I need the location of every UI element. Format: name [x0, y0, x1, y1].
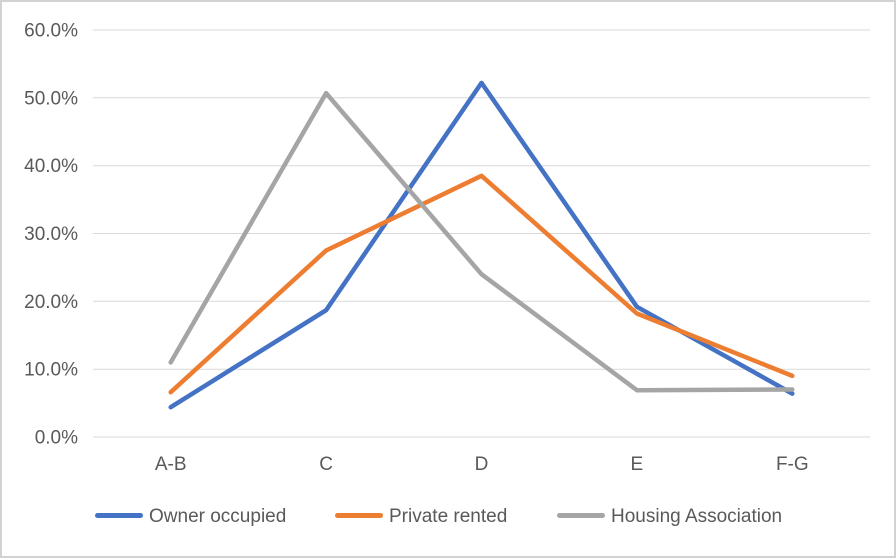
x-axis-label: A-B [155, 454, 187, 475]
legend-label: Private rented [389, 506, 507, 527]
series-lines [168, 80, 795, 410]
y-axis-labels: 0.0% 10.0% 20.0% 30.0% 40.0% 50.0% 60.0% [24, 21, 78, 449]
x-axis-label: D [475, 454, 489, 475]
y-axis-label: 60.0% [24, 21, 78, 42]
x-axis-label: E [631, 454, 644, 475]
legend-swatch-private-rented [335, 513, 383, 518]
y-axis-label: 20.0% [24, 292, 78, 313]
series-line-housing-association [168, 90, 795, 393]
gridlines [93, 29, 870, 438]
y-axis-label: 30.0% [24, 224, 78, 245]
y-axis-label: 40.0% [24, 156, 78, 177]
series-line-owner-occupied [168, 80, 795, 410]
legend-label: Housing Association [611, 506, 782, 527]
legend-item-housing-association: Housing Association [557, 506, 782, 527]
x-axis-label: C [319, 454, 333, 475]
y-axis-label: 10.0% [24, 360, 78, 381]
legend: Owner occupied Private rented Housing Asso… [95, 506, 782, 527]
legend-item-private-rented: Private rented [335, 506, 507, 527]
legend-swatch-owner-occupied [95, 513, 143, 518]
y-axis-label: 50.0% [24, 88, 78, 109]
legend-item-owner-occupied: Owner occupied [95, 506, 286, 527]
x-axis-label: F-G [776, 454, 809, 475]
legend-swatch-housing-association [557, 513, 605, 518]
x-axis-labels: A-B C D E F-G [155, 454, 809, 475]
series-line-private-rented [168, 173, 795, 395]
legend-label: Owner occupied [149, 506, 286, 527]
y-axis-label: 0.0% [35, 428, 78, 449]
